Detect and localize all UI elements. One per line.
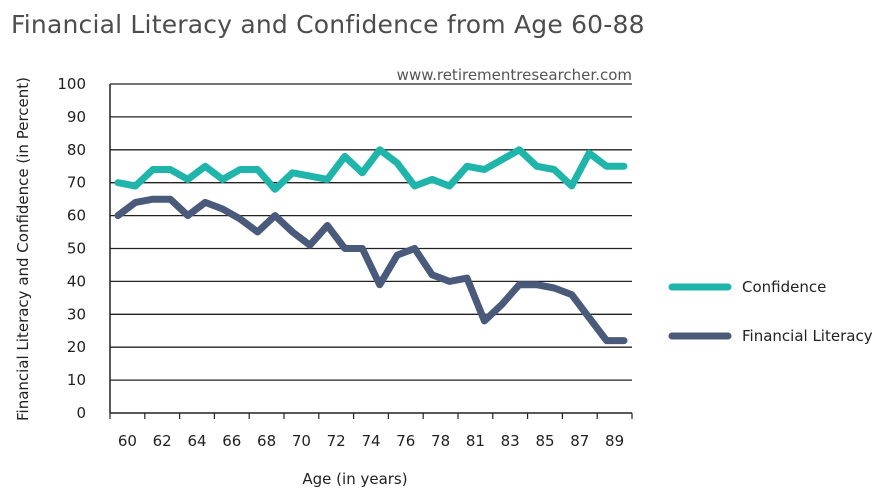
- x-tick-label: 81: [466, 432, 485, 450]
- y-tick-label: 80: [67, 141, 86, 159]
- y-tick-label: 90: [67, 108, 86, 126]
- x-tick-label: 78: [431, 432, 450, 450]
- x-tick-label: 83: [501, 432, 520, 450]
- watermark-text: www.retirementresearcher.com: [397, 66, 632, 84]
- series-lines: [114, 146, 628, 345]
- y-tick-label: 40: [67, 272, 86, 290]
- y-axis-title: Financial Literacy and Confidence (in Pe…: [14, 77, 32, 421]
- x-tick-label: 74: [361, 432, 380, 450]
- series-line-confidence: [114, 146, 628, 193]
- axes: [109, 84, 633, 419]
- y-tick-label: 10: [67, 371, 86, 389]
- x-tick-label: 85: [535, 432, 554, 450]
- legend: Confidence Financial Literacy: [668, 278, 873, 345]
- x-tick-label: 72: [327, 432, 346, 450]
- y-tick-labels: 0 10 20 30 40 50 60 70 80 90 100: [57, 75, 86, 422]
- x-tick-label: 70: [292, 432, 311, 450]
- x-tick-label: 60: [118, 432, 137, 450]
- x-tick-label: 66: [222, 432, 241, 450]
- x-tick-label: 76: [396, 432, 415, 450]
- x-tick-label: 68: [257, 432, 276, 450]
- y-tick-label: 0: [76, 404, 86, 422]
- y-tick-label: 100: [57, 75, 86, 93]
- x-tick-label: 64: [187, 432, 206, 450]
- x-tick-labels: 60 62 64 66 68 70 72 74 76 78 81 83 85 87 89: [118, 432, 624, 450]
- chart-title: Financial Literacy and Confidence from A…: [11, 10, 645, 39]
- legend-label-financial-literacy: Financial Literacy: [742, 327, 873, 345]
- y-tick-label: 60: [67, 207, 86, 225]
- x-tick-label: 89: [605, 432, 624, 450]
- x-tick-label: 87: [570, 432, 589, 450]
- x-tick-label: 62: [153, 432, 172, 450]
- gridlines: [110, 83, 632, 381]
- y-tick-label: 30: [67, 305, 86, 323]
- legend-label-confidence: Confidence: [742, 278, 826, 296]
- y-tick-label: 20: [67, 338, 86, 356]
- y-tick-label: 50: [67, 240, 86, 258]
- x-axis-title: Age (in years): [302, 470, 407, 488]
- y-tick-label: 70: [67, 174, 86, 192]
- series-line-financial-literacy: [114, 195, 628, 345]
